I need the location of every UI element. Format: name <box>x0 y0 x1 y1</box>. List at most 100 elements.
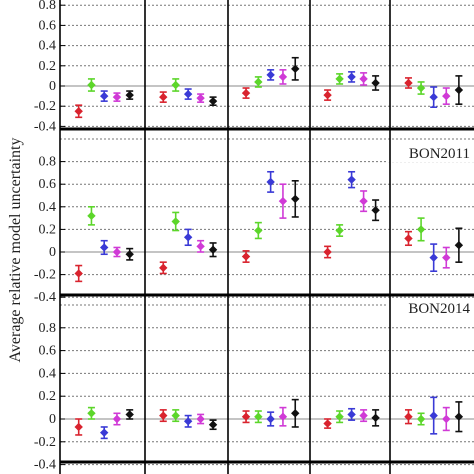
data-point <box>125 90 134 100</box>
marker-diamond <box>196 242 205 251</box>
data-point <box>404 230 413 247</box>
y-tick-label: 0 <box>49 412 56 427</box>
marker-diamond <box>266 414 275 424</box>
data-point <box>125 247 134 261</box>
data-point <box>241 87 251 99</box>
y-tick-label: 0.6 <box>39 177 57 192</box>
marker-diamond <box>87 80 96 90</box>
data-point <box>125 409 134 420</box>
marker-diamond <box>404 78 413 88</box>
marker-diamond <box>171 411 180 420</box>
y-tick-label: -0.4 <box>34 290 56 305</box>
data-point <box>347 407 356 421</box>
y-tick-label: 0.6 <box>39 344 57 359</box>
data-point <box>335 224 344 237</box>
marker-diamond <box>278 196 288 206</box>
y-tick-label: -0.4 <box>34 458 56 473</box>
marker-diamond <box>359 74 368 84</box>
marker-diamond <box>291 194 300 204</box>
marker-diamond <box>291 409 300 418</box>
data-point <box>335 73 344 85</box>
marker-diamond <box>159 263 168 273</box>
marker-diamond <box>196 414 205 424</box>
marker-diamond <box>416 83 426 93</box>
marker-diamond <box>266 70 275 80</box>
data-point <box>266 170 275 193</box>
panel-label: BON2014 <box>408 301 470 317</box>
y-tick-label: 0.2 <box>39 389 57 404</box>
data-point <box>183 414 193 428</box>
data-point <box>371 409 380 427</box>
panel-1: -0.4 -0.2 0 0.2 0.4 0.6 0.8 <box>34 0 474 134</box>
panel-2: -0.4 -0.2 0 0.2 0.4 0.6 0.8 BON2011 <box>34 138 474 305</box>
data-point <box>112 92 122 102</box>
marker-diamond <box>347 175 356 184</box>
data-point <box>416 217 426 242</box>
data-point <box>335 410 344 424</box>
data-point <box>442 246 451 269</box>
data-point <box>291 56 300 81</box>
marker-diamond <box>416 225 426 234</box>
marker-diamond <box>100 243 109 252</box>
y-tick-label: 0 <box>49 79 56 94</box>
marker-diamond <box>429 253 438 262</box>
y-tick-label: 0.6 <box>39 18 57 33</box>
marker-diamond <box>442 414 451 424</box>
y-tick-label: 0.4 <box>39 366 57 381</box>
marker-diamond <box>335 74 344 84</box>
marker-diamond <box>183 89 193 99</box>
y-axis-label: Average relative model uncertainty <box>7 138 24 363</box>
data-point <box>254 410 263 424</box>
data-point <box>87 78 96 92</box>
data-point <box>323 418 332 429</box>
data-point <box>100 426 109 440</box>
data-point <box>112 412 122 426</box>
data-point <box>183 228 193 247</box>
marker-diamond <box>112 414 122 424</box>
marker-diamond <box>100 91 109 101</box>
marker-diamond <box>254 77 263 87</box>
data-point <box>371 199 380 222</box>
data-point <box>404 77 413 89</box>
data-point <box>404 409 413 425</box>
marker-diamond <box>278 72 288 82</box>
data-point <box>159 409 168 423</box>
panel-label-bg <box>388 144 474 162</box>
marker-diamond <box>278 412 288 421</box>
data-point <box>254 76 263 88</box>
data-point <box>87 406 96 420</box>
data-point <box>429 86 438 109</box>
marker-diamond <box>208 420 218 429</box>
marker-diamond <box>454 85 464 95</box>
marker-diamond <box>371 413 380 423</box>
y-tick-label: 0.8 <box>39 321 57 336</box>
panel-label-bg <box>388 299 474 317</box>
data-point <box>278 69 288 85</box>
marker-diamond <box>429 411 438 420</box>
data-point <box>359 72 368 86</box>
data-point <box>429 243 438 273</box>
data-point <box>87 206 96 226</box>
marker-diamond <box>208 96 218 106</box>
marker-diamond <box>125 250 134 259</box>
marker-diamond <box>74 269 83 278</box>
data-point <box>171 409 180 423</box>
y-tick-label: -0.4 <box>34 119 56 134</box>
data-point <box>100 239 109 256</box>
marker-diamond <box>359 196 368 206</box>
data-point <box>159 91 168 103</box>
marker-diamond <box>241 88 251 98</box>
data-point <box>291 180 300 218</box>
marker-diamond <box>347 410 356 419</box>
data-point <box>347 170 356 189</box>
data-point <box>454 75 464 105</box>
marker-diamond <box>171 80 180 90</box>
data-point <box>183 88 193 100</box>
marker-diamond <box>429 92 438 102</box>
data-point <box>359 190 368 213</box>
marker-diamond <box>416 414 426 424</box>
data-point <box>196 93 205 103</box>
marker-diamond <box>454 241 464 250</box>
y-tick-label: 0 <box>49 245 56 260</box>
y-tick-label: 0.2 <box>39 59 57 74</box>
